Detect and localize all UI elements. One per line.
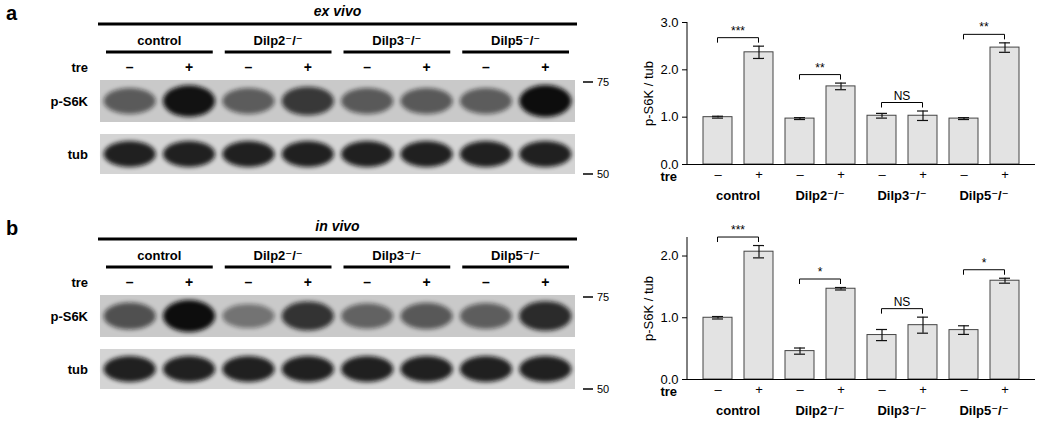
svg-text:in vivo: in vivo bbox=[315, 218, 360, 234]
svg-text:–: – bbox=[482, 59, 490, 75]
svg-text:*: * bbox=[982, 256, 987, 270]
svg-text:Dilp2⁻/⁻: Dilp2⁻/⁻ bbox=[795, 188, 844, 203]
svg-text:Dilp5⁻/⁻: Dilp5⁻/⁻ bbox=[959, 188, 1008, 203]
svg-text:1.0: 1.0 bbox=[660, 109, 678, 124]
svg-text:tub: tub bbox=[68, 362, 88, 377]
svg-text:Dilp3⁻/⁻: Dilp3⁻/⁻ bbox=[877, 188, 926, 203]
svg-text:ex vivo: ex vivo bbox=[314, 3, 362, 19]
svg-text:tre: tre bbox=[660, 169, 677, 184]
svg-text:–: – bbox=[796, 382, 804, 397]
svg-text:+: + bbox=[837, 382, 845, 397]
svg-text:+: + bbox=[422, 59, 430, 75]
svg-text:Dilp3⁻/⁻: Dilp3⁻/⁻ bbox=[877, 403, 926, 418]
svg-text:+: + bbox=[1001, 167, 1009, 182]
svg-text:–: – bbox=[796, 167, 804, 182]
svg-text:–: – bbox=[714, 167, 722, 182]
svg-text:2.0: 2.0 bbox=[660, 62, 678, 77]
svg-text:+: + bbox=[755, 167, 763, 182]
svg-text:3.0: 3.0 bbox=[660, 15, 678, 30]
svg-text:+: + bbox=[541, 274, 549, 290]
svg-text:–: – bbox=[126, 274, 134, 290]
svg-text:+: + bbox=[837, 167, 845, 182]
svg-text:control: control bbox=[716, 403, 760, 418]
svg-text:b: b bbox=[6, 217, 18, 239]
svg-text:–: – bbox=[245, 274, 253, 290]
svg-text:+: + bbox=[185, 59, 193, 75]
svg-text:–: – bbox=[714, 382, 722, 397]
svg-text:–: – bbox=[363, 59, 371, 75]
svg-text:0.0: 0.0 bbox=[660, 371, 679, 387]
svg-text:50: 50 bbox=[597, 383, 609, 395]
svg-text:–: – bbox=[245, 59, 253, 75]
svg-text:+: + bbox=[919, 167, 927, 182]
svg-text:a: a bbox=[6, 2, 18, 24]
svg-text:Dilp2⁻/⁻: Dilp2⁻/⁻ bbox=[254, 33, 303, 48]
svg-text:NS: NS bbox=[894, 89, 911, 103]
svg-text:**: ** bbox=[979, 20, 989, 34]
svg-text:control: control bbox=[716, 188, 760, 203]
svg-text:–: – bbox=[126, 59, 134, 75]
svg-text:75: 75 bbox=[597, 76, 609, 88]
svg-text:p-S6K: p-S6K bbox=[50, 94, 88, 109]
svg-text:+: + bbox=[304, 274, 312, 290]
svg-text:Dilp2⁻/⁻: Dilp2⁻/⁻ bbox=[795, 403, 844, 418]
svg-text:+: + bbox=[304, 59, 312, 75]
svg-text:control: control bbox=[137, 33, 181, 48]
svg-text:–: – bbox=[878, 167, 886, 182]
svg-text:*: * bbox=[818, 265, 823, 279]
svg-text:Dilp3⁻/⁻: Dilp3⁻/⁻ bbox=[372, 33, 421, 48]
svg-text:tub: tub bbox=[68, 147, 88, 162]
svg-text:**: ** bbox=[815, 61, 825, 75]
svg-text:***: *** bbox=[731, 24, 745, 38]
svg-text:+: + bbox=[185, 274, 193, 290]
svg-text:+: + bbox=[422, 274, 430, 290]
svg-text:–: – bbox=[960, 167, 968, 182]
svg-text:2.0: 2.0 bbox=[660, 248, 678, 263]
svg-text:***: *** bbox=[731, 223, 745, 237]
svg-text:–: – bbox=[482, 274, 490, 290]
svg-text:75: 75 bbox=[597, 291, 609, 303]
svg-text:tre: tre bbox=[71, 60, 88, 75]
svg-text:–: – bbox=[960, 382, 968, 397]
svg-text:1.0: 1.0 bbox=[660, 310, 678, 325]
svg-text:p-S6K / tub: p-S6K / tub bbox=[641, 276, 656, 341]
svg-text:0.0: 0.0 bbox=[660, 156, 679, 172]
svg-text:Dilp5⁻/⁻: Dilp5⁻/⁻ bbox=[491, 33, 540, 48]
svg-text:+: + bbox=[541, 59, 549, 75]
svg-text:Dilp2⁻/⁻: Dilp2⁻/⁻ bbox=[254, 248, 303, 263]
svg-text:Dilp5⁻/⁻: Dilp5⁻/⁻ bbox=[491, 248, 540, 263]
svg-text:+: + bbox=[919, 382, 927, 397]
svg-text:50: 50 bbox=[597, 168, 609, 180]
svg-text:+: + bbox=[755, 382, 763, 397]
svg-text:p-S6K: p-S6K bbox=[50, 309, 88, 324]
svg-text:NS: NS bbox=[894, 295, 911, 309]
svg-text:tre: tre bbox=[71, 275, 88, 290]
svg-text:tre: tre bbox=[660, 384, 677, 399]
svg-text:–: – bbox=[878, 382, 886, 397]
svg-text:Dilp5⁻/⁻: Dilp5⁻/⁻ bbox=[959, 403, 1008, 418]
svg-text:control: control bbox=[137, 248, 181, 263]
svg-text:p-S6K / tub: p-S6K / tub bbox=[641, 61, 656, 126]
svg-text:Dilp3⁻/⁻: Dilp3⁻/⁻ bbox=[372, 248, 421, 263]
svg-text:+: + bbox=[1001, 382, 1009, 397]
svg-text:–: – bbox=[363, 274, 371, 290]
